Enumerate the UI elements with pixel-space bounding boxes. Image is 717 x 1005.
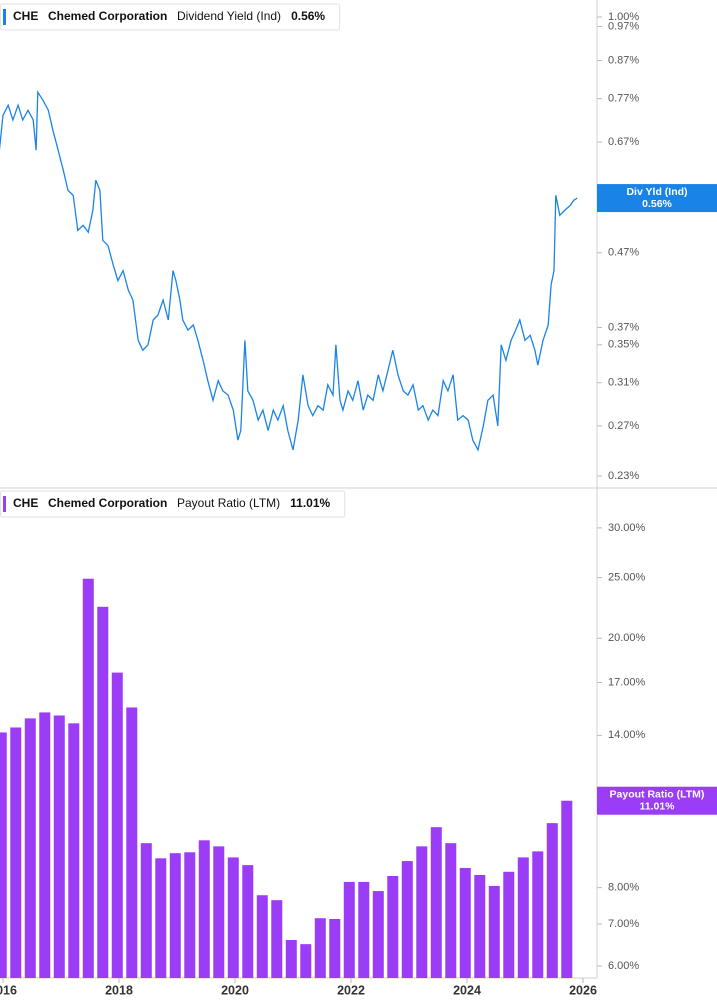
y-tick-label: 0.97%: [608, 20, 639, 32]
bar: [401, 861, 413, 978]
bar: [532, 851, 544, 978]
bar: [53, 715, 65, 978]
y-tick-label: 8.00%: [608, 882, 639, 894]
bar: [459, 867, 471, 978]
legend-box: [0, 490, 346, 518]
legend-swatch: [3, 9, 6, 25]
value-tag-value: 0.56%: [642, 198, 672, 210]
y-tick-label: 0.37%: [608, 321, 639, 333]
overlay: 1.00%0.97% 0.87% 0.77% 0.67% 0.47% 0.37% 0.35%…: [0, 3, 717, 997]
x-tick-label: 2018: [105, 983, 133, 997]
y-tick-label: 17.00%: [608, 676, 646, 688]
data-line: [0, 90, 578, 452]
bar: [184, 852, 196, 978]
legend-company: Chemed Corporation: [48, 9, 167, 23]
legend-metric: Payout Ratio (LTM): [177, 496, 280, 510]
y-tick-label: 0.67%: [608, 136, 639, 148]
value-tag: [597, 786, 717, 815]
bar: [300, 944, 312, 978]
bar: [242, 865, 254, 978]
y-tick-label: 0.47%: [608, 247, 639, 259]
bar: [561, 800, 573, 978]
value-tag-name: Payout Ratio (LTM): [610, 789, 705, 801]
value-tag-value: 11.01%: [639, 801, 675, 813]
bar: [155, 858, 167, 978]
y-tick-label: 0.23%: [608, 470, 639, 482]
bar: [517, 857, 529, 978]
bar: [430, 827, 442, 978]
bar: [416, 846, 428, 978]
bar: [474, 875, 486, 978]
y-tick-label: 0.87%: [608, 54, 639, 66]
y-tick-label: 0.27%: [608, 420, 639, 432]
y-tick-label: 25.00%: [608, 571, 646, 583]
bar: [39, 712, 51, 978]
legend-ticker: CHE: [13, 496, 38, 510]
x-tick-label: 2020: [221, 983, 249, 997]
bar: [10, 727, 22, 978]
bar: [140, 843, 152, 978]
bar: [111, 672, 123, 978]
bar: [82, 578, 94, 978]
plot-area: [0, 578, 573, 978]
legend-box: [0, 3, 341, 31]
y-tick-label: 0.31%: [608, 377, 639, 389]
bar: [314, 918, 326, 978]
y-tick-label: 0.77%: [608, 93, 639, 105]
x-tick-label: 2024: [453, 983, 481, 997]
bar: [213, 846, 225, 978]
plot-area: [0, 90, 578, 452]
bar: [24, 718, 36, 978]
value-tag-name: Div Yld (Ind): [626, 186, 687, 198]
bar: [546, 823, 558, 978]
x-tick-label: 2026: [569, 983, 597, 997]
bar: [488, 885, 500, 978]
legend-swatch: [3, 496, 6, 512]
y-tick-label: 30.00%: [608, 522, 646, 534]
bar: [169, 853, 181, 978]
bar: [358, 881, 370, 978]
legend-value: 0.56%: [291, 9, 325, 23]
bar: [329, 918, 341, 978]
bar: [198, 840, 210, 978]
bar: [387, 875, 399, 978]
x-tick-label: 2016: [0, 983, 17, 997]
y-tick-label: 20.00%: [608, 632, 646, 644]
value-tag: [597, 184, 717, 213]
bar: [126, 707, 138, 978]
bar: [256, 895, 268, 978]
bar: [68, 723, 80, 978]
y-tick-label: 14.00%: [608, 729, 646, 741]
bar: [227, 857, 239, 978]
x-tick-label: 2022: [337, 983, 365, 997]
legend-company: Chemed Corporation: [48, 496, 167, 510]
y-tick-label: 6.00%: [608, 960, 639, 972]
bar: [0, 732, 7, 978]
bar: [285, 940, 297, 978]
bar: [503, 871, 515, 978]
bar: [445, 843, 457, 978]
legend-value: 11.01%: [290, 496, 330, 510]
bar: [372, 891, 384, 978]
y-tick-label: 7.00%: [608, 918, 639, 930]
bar: [271, 900, 283, 978]
y-tick-label: 1.00%: [608, 11, 639, 23]
legend-ticker: CHE: [13, 9, 38, 23]
legend-metric: Dividend Yield (Ind): [177, 9, 281, 23]
bar: [97, 606, 109, 978]
y-tick-label: 0.35%: [608, 339, 639, 351]
bar: [343, 881, 355, 978]
